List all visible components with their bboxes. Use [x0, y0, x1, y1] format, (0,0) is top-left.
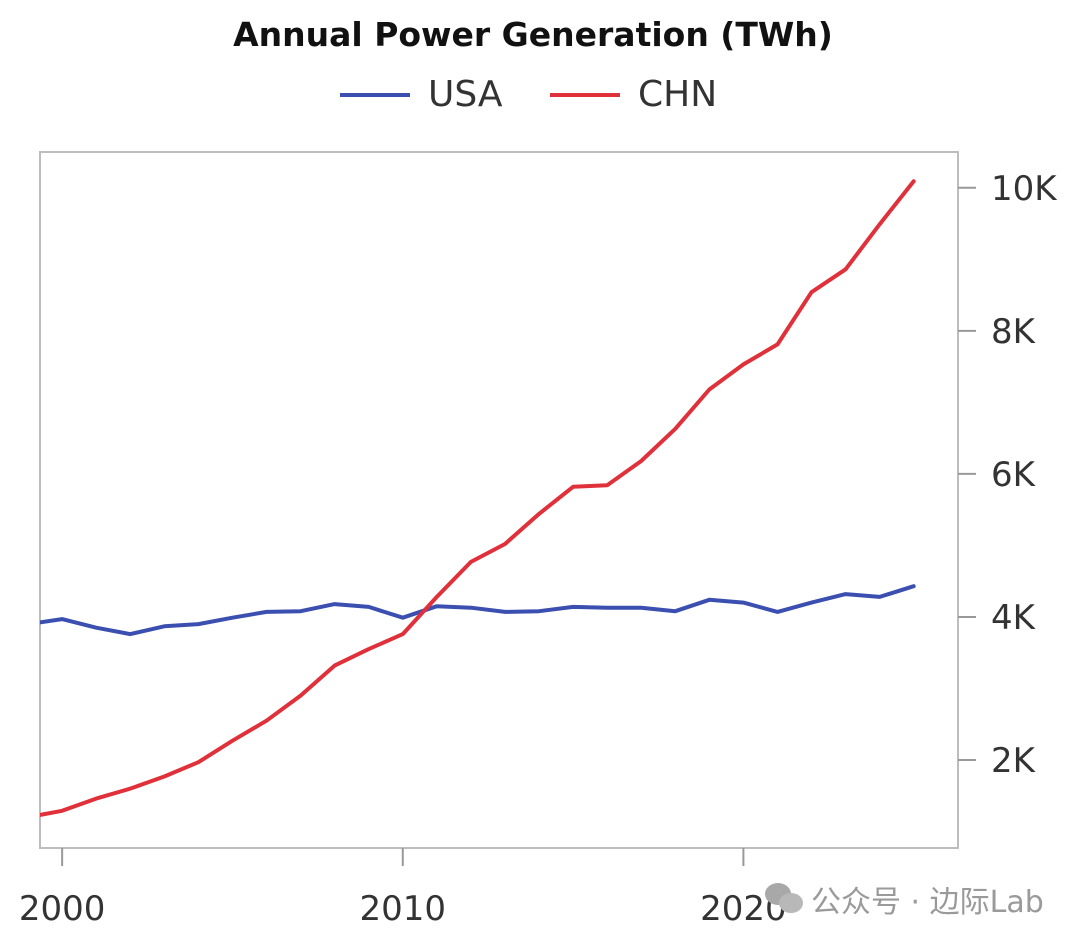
x-tick-label: 2010 — [360, 889, 447, 929]
legend: USA CHN — [340, 74, 717, 115]
wechat-icon — [765, 883, 803, 915]
chart-title: Annual Power Generation (TWh) — [233, 15, 833, 54]
x-axis: 2000 2010 2020 — [19, 848, 787, 929]
plot-frame — [39, 151, 959, 849]
y-tick-label: 2K — [991, 741, 1037, 781]
y-axis: 2K 4K 6K 8K 10K — [958, 169, 1058, 781]
legend-label-chn: CHN — [638, 74, 717, 115]
watermark-text: 公众号 · 边际Lab — [811, 885, 1044, 920]
series-lines — [40, 179, 916, 817]
x-tick-label: 2000 — [19, 889, 106, 929]
legend-label-usa: USA — [428, 74, 503, 115]
y-tick-label: 6K — [991, 455, 1037, 495]
y-tick-label: 10K — [991, 169, 1058, 209]
series-line-chn — [40, 179, 916, 817]
watermark: 公众号 · 边际Lab — [765, 877, 1044, 921]
y-tick-label: 8K — [991, 312, 1037, 352]
series-line-usa — [40, 584, 916, 637]
y-tick-label: 4K — [991, 598, 1037, 638]
